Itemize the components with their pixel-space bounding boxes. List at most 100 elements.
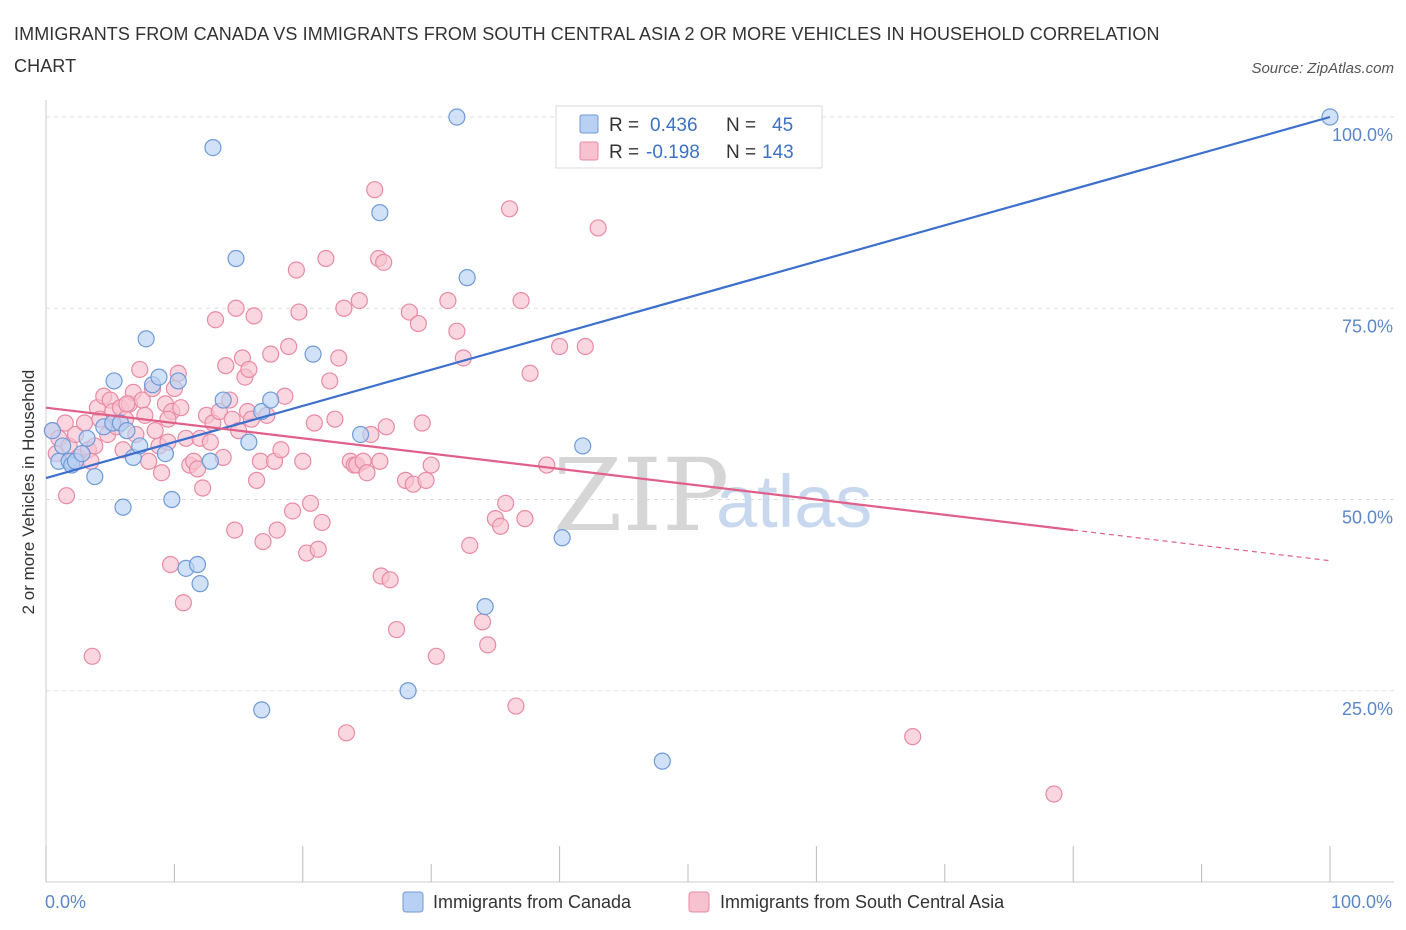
data-point [294,452,312,470]
y-tick-labels: 25.0% 50.0% 75.0% 100.0% [1332,125,1393,719]
data-point [304,345,322,363]
trend-lines [45,115,1331,562]
data-point [83,647,101,665]
x-tick-label-min: 0.0% [45,892,86,912]
y-axis-label: 2 or more Vehicles in Household [19,370,38,615]
data-point [118,422,136,440]
bottom-legend-swatch-canada [402,891,424,913]
data-point [156,445,175,463]
data-point [317,249,335,268]
data-point [377,418,395,436]
data-point [497,494,515,512]
legend-n-label-south-central-asia: N = [726,142,756,163]
legend-n-value-canada: 45 [772,115,793,136]
y-tick-label: 75.0% [1342,316,1393,336]
source-credit: Source: ZipAtlas.com [1251,60,1394,77]
data-point [476,597,494,616]
data-point [191,575,209,593]
data-point [161,555,180,574]
data-point [507,697,525,715]
stats-legend: R = 0.436 N = 45 R = -0.198 N = 143 [555,105,823,169]
data-point [330,349,348,367]
data-point [43,422,62,440]
data-point [350,292,368,310]
legend-r-value-south-central-asia: -0.198 [646,142,700,163]
data-point [254,532,272,551]
data-point [1045,785,1063,803]
data-point [550,337,569,356]
data-point [351,425,370,444]
watermark-zip: ZIP [553,437,729,554]
data-point [174,594,192,612]
data-point [163,490,181,509]
data-point [904,728,922,746]
y-tick-label: 100.0% [1332,125,1393,145]
data-point [574,437,592,455]
data-point [201,433,219,451]
data-point [371,204,389,222]
data-point [290,303,308,321]
legend-r-value-canada: 0.436 [650,115,698,136]
stats-legend-box [555,105,823,169]
data-point [553,529,571,547]
data-point [454,349,472,367]
y-tick-label: 50.0% [1342,508,1393,528]
data-point [358,464,376,482]
data-point [309,540,327,558]
data-point [313,513,331,532]
data-point [589,219,607,237]
data-point [538,456,556,474]
data-point [227,249,245,268]
data-point [280,337,298,356]
data-point [247,471,266,489]
data-point [217,357,235,375]
trend-line [45,115,1331,480]
data-point [146,422,164,440]
data-point [188,460,207,478]
trend-line [45,406,1074,532]
series-canada-points [43,108,1339,770]
legend-n-value-south-central-asia: 143 [762,142,794,163]
x-tick-label-max: 100.0% [1331,892,1392,912]
data-point [448,322,466,340]
data-point [653,752,671,770]
data-point [262,345,280,363]
data-point [301,494,320,512]
watermark-atlas: atlas [716,460,872,543]
data-point [287,261,305,279]
data-point [78,429,96,447]
data-point [521,364,539,382]
data-point [458,269,476,287]
data-point [371,452,389,470]
y-tick-label: 25.0% [1342,699,1393,719]
data-point [283,502,302,520]
data-point [337,724,356,742]
data-point [305,414,323,432]
data-point [375,253,393,271]
data-point [73,445,91,463]
data-point [75,414,94,432]
legend-r-label-south-central-asia: R = [609,142,639,163]
data-point [131,360,149,379]
data-point [204,139,222,157]
data-point [427,647,445,665]
data-point [226,521,244,539]
data-point [400,303,418,321]
bottom-legend-label-south-central-asia: Immigrants from South Central Asia [720,892,1005,912]
data-point [326,410,344,428]
data-point [114,498,132,516]
legend-n-label-canada: N = [726,115,756,136]
data-point [516,510,534,528]
data-point [56,414,74,432]
data-point [159,410,177,428]
data-point [54,437,72,455]
data-point [409,314,427,333]
data-point [268,521,286,539]
data-point [206,311,225,329]
data-point [201,452,219,470]
data-point [194,479,212,497]
data-point [276,387,294,405]
bottom-legend-label-canada: Immigrants from Canada [433,892,632,912]
data-point [188,555,207,574]
